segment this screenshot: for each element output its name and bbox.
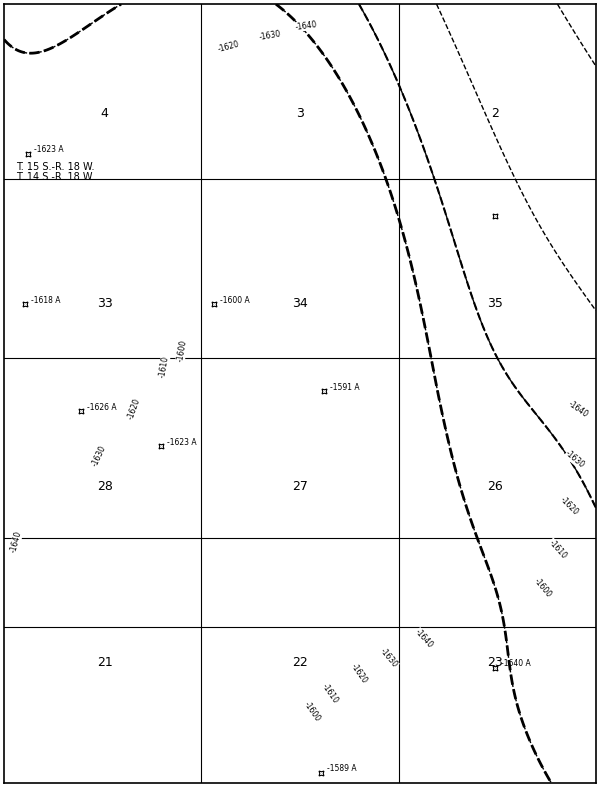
Text: -1618 A: -1618 A <box>31 296 60 305</box>
Text: -1640: -1640 <box>566 399 590 419</box>
Text: -1620: -1620 <box>217 40 241 54</box>
Text: -1640: -1640 <box>413 627 435 650</box>
Text: -1610: -1610 <box>320 682 340 705</box>
Text: -1626 A: -1626 A <box>87 403 116 412</box>
Text: -1630: -1630 <box>259 29 282 42</box>
Text: 23: 23 <box>487 656 503 669</box>
Text: 3: 3 <box>296 107 304 120</box>
Text: -1600 A: -1600 A <box>220 296 250 305</box>
Text: -1630: -1630 <box>378 647 400 670</box>
Text: -1640 A: -1640 A <box>501 660 531 668</box>
Text: -1589 A: -1589 A <box>326 764 356 774</box>
Text: -1610: -1610 <box>547 538 568 560</box>
Text: 27: 27 <box>292 480 308 493</box>
Text: 22: 22 <box>292 656 308 669</box>
Text: 35: 35 <box>487 297 503 310</box>
Text: T. 15 S.-R. 18 W.: T. 15 S.-R. 18 W. <box>16 161 95 172</box>
Text: -1630: -1630 <box>90 444 107 467</box>
Text: -1630: -1630 <box>564 449 586 471</box>
Text: -1620: -1620 <box>349 662 369 685</box>
Text: -1600: -1600 <box>175 339 188 362</box>
Text: 33: 33 <box>97 297 113 310</box>
Text: 2: 2 <box>491 107 499 120</box>
Text: 21: 21 <box>97 656 113 669</box>
Text: -1600: -1600 <box>302 700 322 722</box>
Text: T. 14 S.-R. 18 W.: T. 14 S.-R. 18 W. <box>16 172 94 182</box>
Text: 4: 4 <box>101 107 109 120</box>
Text: 34: 34 <box>292 297 308 310</box>
Text: -1620: -1620 <box>127 397 142 421</box>
Text: -1640: -1640 <box>295 20 317 32</box>
Text: 28: 28 <box>97 480 113 493</box>
Text: -1623 A: -1623 A <box>34 146 64 154</box>
Text: -1640: -1640 <box>9 530 23 553</box>
Text: -1623 A: -1623 A <box>167 438 197 447</box>
Text: -1610: -1610 <box>158 355 170 378</box>
Text: -1591 A: -1591 A <box>329 382 359 392</box>
Text: -1600: -1600 <box>532 577 553 600</box>
Text: -1620: -1620 <box>558 496 580 517</box>
Text: 26: 26 <box>487 480 503 493</box>
